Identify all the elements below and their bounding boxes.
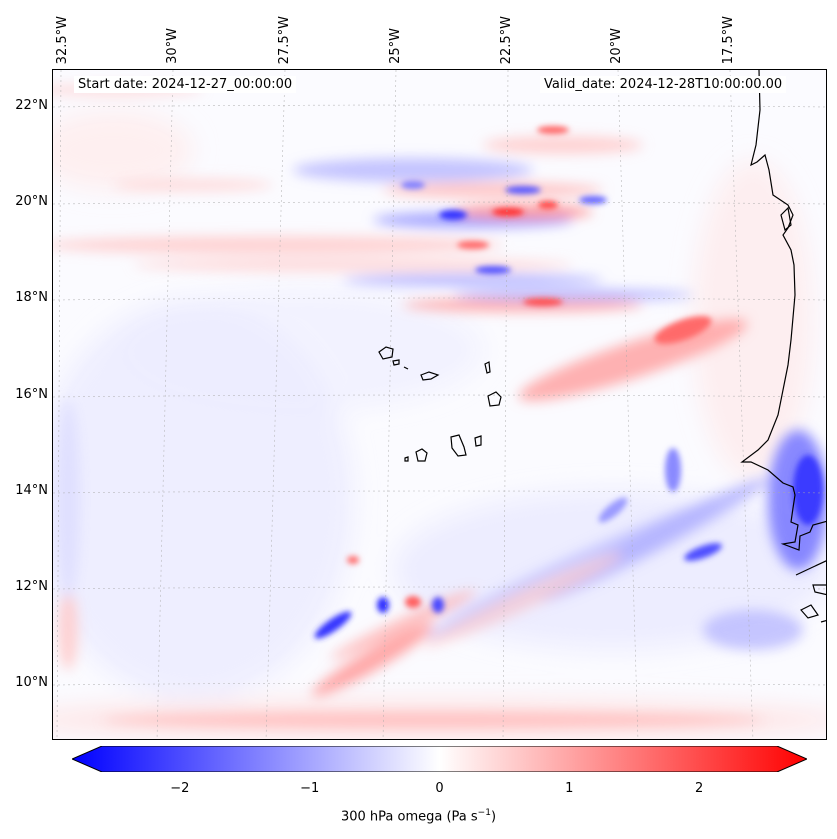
lon-label-32-5w: 32.5°W <box>54 15 70 64</box>
lat-label-12n: 12°N <box>15 579 48 594</box>
lon-label-22-5w: 22.5°W <box>498 15 514 64</box>
colorbar-tick-label: −2 <box>170 781 190 796</box>
colorbar <box>72 746 807 772</box>
lon-label-17-5w: 17.5°W <box>720 15 736 64</box>
omega-field <box>53 70 826 739</box>
colorbar-tick-label: 1 <box>565 781 574 796</box>
colorbar-tick-label: −1 <box>300 781 320 796</box>
colorbar-tick-label: 2 <box>694 781 704 796</box>
colorbar-tick-label: 0 <box>435 781 444 796</box>
start-date-label: Start date: 2024-12-27_00:00:00 <box>74 76 297 93</box>
broad-field-shading <box>53 110 826 739</box>
colorbar-body <box>72 746 807 772</box>
lon-label-20w: 20°W <box>608 28 624 64</box>
lat-label-16n: 16°N <box>15 387 48 402</box>
lat-label-20n: 20°N <box>15 194 48 209</box>
lon-label-25w: 25°W <box>387 28 403 64</box>
african-coastline <box>740 70 826 623</box>
omega-cells <box>314 126 823 639</box>
lat-label-14n: 14°N <box>15 483 48 498</box>
lat-label-22n: 22°N <box>15 98 48 113</box>
lat-label-10n: 10°N <box>15 675 48 690</box>
cape-verde-islands <box>378 346 502 462</box>
colorbar-label: 300 hPa omega (Pa s−1) <box>340 808 497 825</box>
lon-label-27-5w: 27.5°W <box>276 15 292 64</box>
map-panel <box>52 69 827 740</box>
lon-label-30w: 30°W <box>164 28 180 64</box>
graticule <box>53 70 826 739</box>
lat-label-18n: 18°N <box>15 290 48 305</box>
valid-date-label: Valid_date: 2024-12-28T10:00:00.00 <box>540 76 787 93</box>
